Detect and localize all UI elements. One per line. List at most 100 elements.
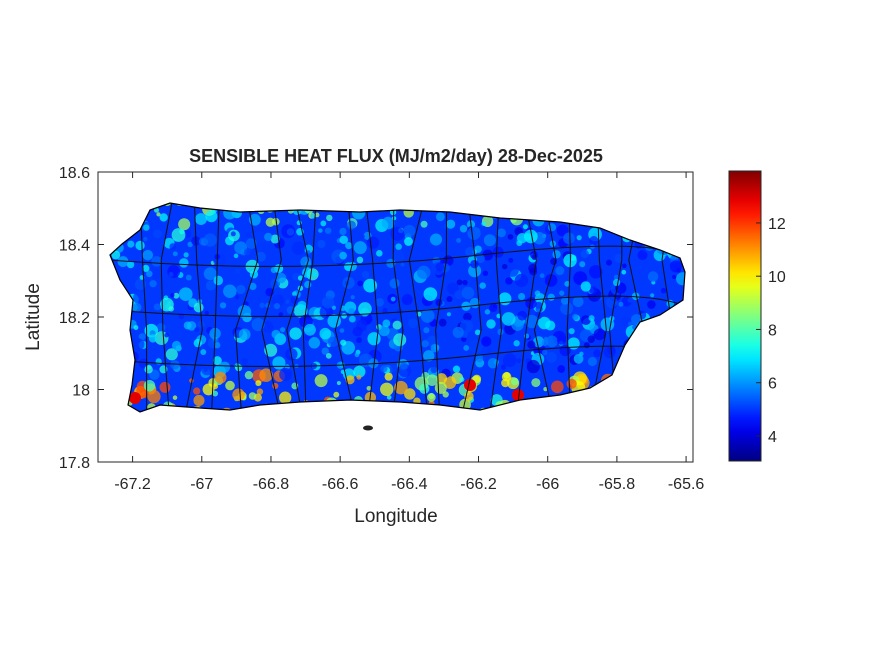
heat-blob <box>375 298 384 307</box>
heat-blob <box>435 262 445 272</box>
heat-blob <box>593 328 606 341</box>
heat-blob <box>259 368 273 382</box>
heat-blob <box>430 366 438 374</box>
heat-blob <box>236 284 246 295</box>
heat-blob <box>475 254 485 264</box>
heat-blob <box>126 260 135 269</box>
border <box>234 203 259 412</box>
heat-blob <box>142 264 150 272</box>
heat-blob <box>297 300 307 311</box>
heat-blob <box>507 234 514 240</box>
heat-blob <box>336 380 341 386</box>
heat-blob <box>436 373 448 385</box>
border <box>533 203 557 412</box>
heat-blob <box>212 390 219 397</box>
heat-blob <box>547 223 557 232</box>
heat-blob <box>265 217 275 227</box>
heat-blob <box>235 268 241 274</box>
heat-blob <box>573 271 588 286</box>
heat-blob <box>530 250 538 259</box>
heat-blob <box>463 345 470 351</box>
heat-blob <box>167 265 181 279</box>
heat-blob <box>353 241 367 255</box>
border <box>408 203 429 412</box>
heat-blob <box>510 377 519 386</box>
heat-blob <box>219 361 231 373</box>
heat-blob <box>273 302 281 310</box>
heat-blob <box>486 319 496 329</box>
heat-blob <box>497 228 506 238</box>
heat-blob <box>201 363 214 376</box>
heat-blob <box>326 214 333 222</box>
heat-blob <box>544 274 558 287</box>
heat-blob <box>149 369 160 380</box>
heat-blob <box>456 237 462 243</box>
heat-blob <box>545 351 557 363</box>
heat-blob <box>517 310 528 321</box>
heat-blob <box>193 394 205 406</box>
heat-blob <box>557 365 566 373</box>
heat-blob <box>552 250 561 259</box>
heat-blob <box>366 385 372 391</box>
heat-blob <box>223 284 237 298</box>
heat-blob <box>193 302 204 313</box>
heat-blob <box>171 228 186 242</box>
heat-blob <box>389 278 400 289</box>
heat-blob <box>214 342 221 349</box>
heat-blob <box>465 246 475 257</box>
heat-blob <box>439 246 445 253</box>
y-tick-label: 17.8 <box>59 455 90 472</box>
heat-blob <box>143 224 150 231</box>
heat-blob <box>606 259 612 266</box>
heat-blob <box>545 320 556 331</box>
heat-blob <box>237 304 252 319</box>
x-tick-label: -66.8 <box>253 476 290 493</box>
heat-blob <box>339 251 348 260</box>
heat-hot <box>512 389 524 401</box>
heat-blob <box>392 320 402 330</box>
heat-blob <box>489 303 498 312</box>
heat-blob <box>390 296 396 302</box>
heat-blob <box>153 303 161 311</box>
heat-blob <box>168 306 174 312</box>
heat-blob <box>358 302 372 316</box>
heat-blob <box>516 232 528 244</box>
x-tick-label: -67 <box>190 476 213 493</box>
border <box>139 203 148 412</box>
heat-blob <box>327 336 339 348</box>
heat-blob <box>147 389 161 404</box>
heat-blob <box>460 319 474 333</box>
border <box>392 203 404 412</box>
x-tick-label: -66.4 <box>391 476 428 493</box>
heat-blob <box>308 337 321 349</box>
heat-blob <box>426 393 436 402</box>
heat-blob <box>249 282 257 291</box>
heat-blob <box>587 335 596 344</box>
heat-blob <box>486 347 493 354</box>
heat-blob <box>438 318 447 327</box>
heat-blob <box>234 294 240 300</box>
heat-blob <box>183 252 189 258</box>
heat-blob <box>357 280 364 287</box>
heat-blob <box>165 348 178 361</box>
border <box>566 203 571 412</box>
heat-blob <box>341 312 347 319</box>
heat-blob <box>275 272 287 284</box>
heat-blob <box>445 299 459 313</box>
heat-blob <box>419 383 430 394</box>
heat-blob <box>164 333 169 338</box>
heat-blob <box>564 280 571 287</box>
heat-blob <box>321 296 335 309</box>
heat-blob <box>187 241 193 248</box>
heat-blob <box>408 289 414 294</box>
heat-blob <box>404 237 413 246</box>
heat-blob <box>484 309 491 315</box>
heat-blob <box>353 365 366 378</box>
heat-blob <box>560 302 574 315</box>
heat-blob <box>487 358 499 369</box>
heat-blob <box>423 350 435 362</box>
border <box>184 203 203 412</box>
heat-blob <box>381 216 395 230</box>
heat-blob <box>249 270 259 279</box>
heat-blob <box>111 250 121 260</box>
